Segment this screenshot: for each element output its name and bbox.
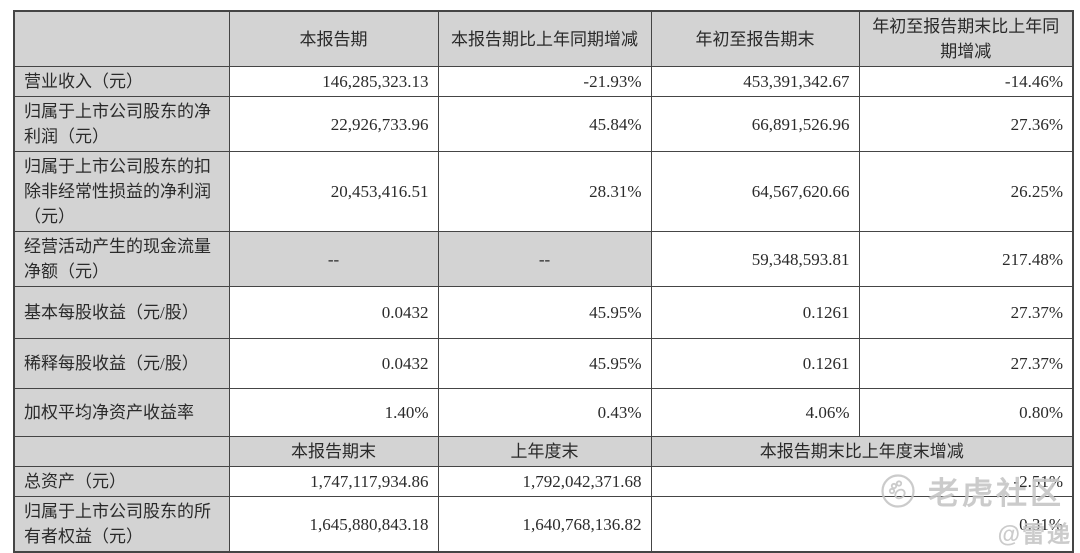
- financial-summary-table: 本报告期 本报告期比上年同期增减 年初至报告期末 年初至报告期末比上年同期增减 …: [13, 10, 1074, 553]
- metric-ytd: 66,891,526.96: [650, 96, 860, 152]
- metric-ytd: 0.1261: [650, 338, 860, 389]
- header-row-period: 本报告期 本报告期比上年同期增减 年初至报告期末 年初至报告期末比上年同期增减: [13, 10, 1074, 67]
- header-current-period-yoy: 本报告期比上年同期增减: [437, 10, 652, 67]
- metric-label: 基本每股收益（元/股）: [13, 286, 230, 339]
- metric-current-period-yoy: 45.95%: [437, 338, 652, 389]
- metric-current-period-yoy: --: [437, 231, 652, 287]
- metric-row-operating-cash-flow: 经营活动产生的现金流量净额（元） -- -- 59,348,593.81 217…: [13, 231, 1074, 287]
- metric-current-period-yoy: 0.43%: [437, 388, 652, 437]
- metric-ytd-yoy: 27.37%: [858, 338, 1074, 389]
- metric-row-net-profit-excl-nonrecurring: 归属于上市公司股东的扣除非经常性损益的净利润（元） 20,453,416.51 …: [13, 151, 1074, 232]
- balance-row-equity: 归属于上市公司股东的所有者权益（元） 1,645,880,843.18 1,64…: [13, 496, 1074, 553]
- metric-row-revenue: 营业收入（元） 146,285,323.13 -21.93% 453,391,3…: [13, 66, 1074, 97]
- header-ytd-yoy: 年初至报告期末比上年同期增减: [858, 10, 1074, 67]
- metric-current-period: 146,285,323.13: [228, 66, 439, 97]
- metric-row-basic-eps: 基本每股收益（元/股） 0.0432 45.95% 0.1261 27.37%: [13, 286, 1074, 339]
- header-current-period: 本报告期: [228, 10, 439, 67]
- header-corner-cell: [13, 10, 230, 67]
- header-end-of-period: 本报告期末: [228, 436, 439, 467]
- metric-current-period: 1.40%: [228, 388, 439, 437]
- header-row-balance: 本报告期末 上年度末 本报告期末比上年度末增减: [13, 436, 1074, 467]
- balance-end-of-prior-year: 1,792,042,371.68: [437, 466, 652, 497]
- metric-current-period: 20,453,416.51: [228, 151, 439, 232]
- metric-ytd: 453,391,342.67: [650, 66, 860, 97]
- header-end-of-prior-year: 上年度末: [437, 436, 652, 467]
- balance-end-of-prior-year: 1,640,768,136.82: [437, 496, 652, 553]
- metric-current-period: 0.0432: [228, 286, 439, 339]
- metric-ytd-yoy: 217.48%: [858, 231, 1074, 287]
- metric-label: 稀释每股收益（元/股）: [13, 338, 230, 389]
- header-corner-cell-2: [13, 436, 230, 467]
- metric-ytd: 64,567,620.66: [650, 151, 860, 232]
- balance-change: 0.31%: [650, 496, 1074, 553]
- metric-label: 经营活动产生的现金流量净额（元）: [13, 231, 230, 287]
- metric-ytd-yoy: 26.25%: [858, 151, 1074, 232]
- metric-label: 归属于上市公司股东的扣除非经常性损益的净利润（元）: [13, 151, 230, 232]
- metric-label: 营业收入（元）: [13, 66, 230, 97]
- metric-current-period: --: [228, 231, 439, 287]
- balance-end-of-period: 1,747,117,934.86: [228, 466, 439, 497]
- metric-current-period-yoy: 45.95%: [437, 286, 652, 339]
- balance-label: 总资产（元）: [13, 466, 230, 497]
- metric-row-net-profit: 归属于上市公司股东的净利润（元） 22,926,733.96 45.84% 66…: [13, 96, 1074, 152]
- balance-label: 归属于上市公司股东的所有者权益（元）: [13, 496, 230, 553]
- metric-ytd: 4.06%: [650, 388, 860, 437]
- metric-ytd: 0.1261: [650, 286, 860, 339]
- metric-label: 加权平均净资产收益率: [13, 388, 230, 437]
- balance-change: -2.51%: [650, 466, 1074, 497]
- metric-ytd-yoy: 0.80%: [858, 388, 1074, 437]
- header-ytd: 年初至报告期末: [650, 10, 860, 67]
- metric-row-diluted-eps: 稀释每股收益（元/股） 0.0432 45.95% 0.1261 27.37%: [13, 338, 1074, 389]
- metric-row-weighted-avg-roe: 加权平均净资产收益率 1.40% 0.43% 4.06% 0.80%: [13, 388, 1074, 437]
- metric-ytd-yoy: -14.46%: [858, 66, 1074, 97]
- metric-current-period-yoy: -21.93%: [437, 66, 652, 97]
- metric-current-period: 22,926,733.96: [228, 96, 439, 152]
- metric-ytd-yoy: 27.37%: [858, 286, 1074, 339]
- metric-label: 归属于上市公司股东的净利润（元）: [13, 96, 230, 152]
- header-end-vs-prior-year: 本报告期末比上年度末增减: [650, 436, 1074, 467]
- metric-ytd: 59,348,593.81: [650, 231, 860, 287]
- balance-row-total-assets: 总资产（元） 1,747,117,934.86 1,792,042,371.68…: [13, 466, 1074, 497]
- metric-current-period-yoy: 28.31%: [437, 151, 652, 232]
- metric-ytd-yoy: 27.36%: [858, 96, 1074, 152]
- metric-current-period: 0.0432: [228, 338, 439, 389]
- balance-end-of-period: 1,645,880,843.18: [228, 496, 439, 553]
- metric-current-period-yoy: 45.84%: [437, 96, 652, 152]
